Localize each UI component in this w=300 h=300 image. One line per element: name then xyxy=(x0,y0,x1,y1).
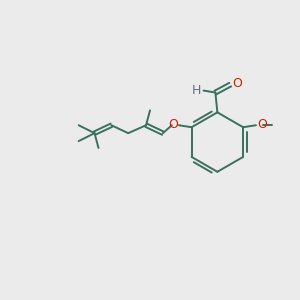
Text: O: O xyxy=(257,118,267,131)
Text: H: H xyxy=(192,84,202,97)
Text: O: O xyxy=(232,77,242,90)
Text: O: O xyxy=(168,118,178,131)
